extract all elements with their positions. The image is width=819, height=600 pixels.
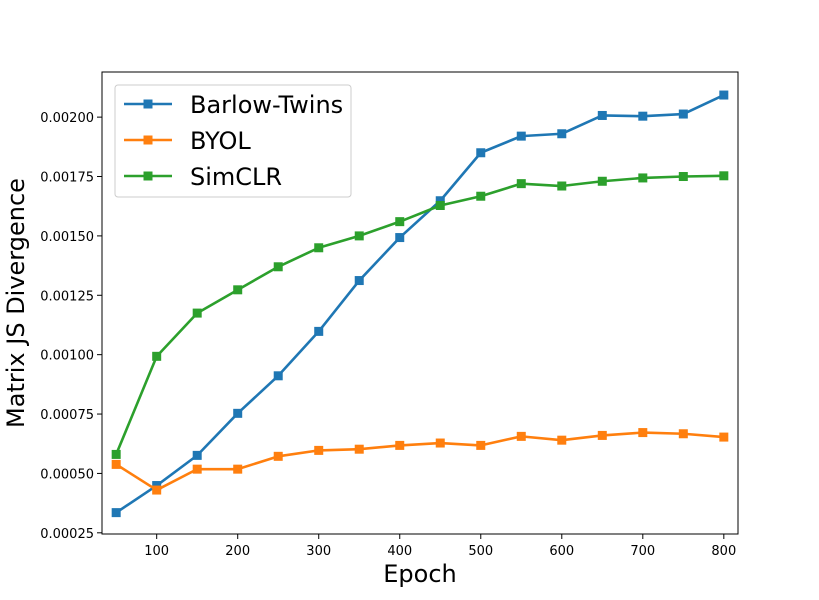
legend-item-byol: BYOL bbox=[124, 127, 251, 155]
data-point-byol bbox=[435, 438, 445, 448]
x-tick-label: 700 bbox=[630, 544, 655, 559]
x-tick-label: 800 bbox=[711, 544, 736, 559]
data-point-byol bbox=[557, 435, 567, 445]
data-point-byol bbox=[314, 445, 324, 455]
x-tick-label: 300 bbox=[306, 544, 331, 559]
legend: Barlow-Twins BYOL SimCLR bbox=[114, 84, 352, 198]
x-tick-label: 500 bbox=[468, 544, 493, 559]
x-tick-label: 100 bbox=[144, 544, 169, 559]
y-tick-label: 0.00025 bbox=[40, 527, 94, 542]
y-tick-label: 0.00175 bbox=[40, 171, 94, 186]
data-point-byol bbox=[233, 464, 243, 474]
data-point-barlow-twins bbox=[476, 148, 486, 158]
y-tick-label: 0.00125 bbox=[40, 289, 94, 304]
data-point-simclr bbox=[678, 172, 688, 182]
legend-label-simclr: SimCLR bbox=[190, 163, 282, 191]
data-point-simclr bbox=[314, 243, 324, 253]
plot-frame bbox=[101, 71, 739, 535]
data-point-simclr bbox=[192, 308, 202, 318]
data-point-simclr bbox=[435, 200, 445, 210]
y-tick-label: 0.00075 bbox=[40, 408, 94, 423]
data-point-simclr bbox=[233, 285, 243, 295]
data-point-simclr bbox=[152, 351, 162, 361]
data-point-barlow-twins bbox=[516, 131, 526, 141]
x-tick-label: 200 bbox=[225, 544, 250, 559]
x-tick-label: 400 bbox=[387, 544, 412, 559]
data-point-barlow-twins bbox=[597, 110, 607, 120]
y-axis-title: Matrix JS Divergence bbox=[2, 178, 30, 428]
data-point-barlow-twins bbox=[233, 408, 243, 418]
data-point-simclr bbox=[516, 179, 526, 189]
data-point-byol bbox=[354, 444, 364, 454]
data-point-byol bbox=[111, 459, 121, 469]
legend-box bbox=[114, 84, 352, 198]
data-point-barlow-twins bbox=[435, 196, 445, 206]
data-point-barlow-twins bbox=[678, 109, 688, 119]
y-tick-label: 0.00200 bbox=[40, 111, 94, 126]
data-point-barlow-twins bbox=[192, 450, 202, 460]
series-barlow-twins bbox=[111, 90, 729, 518]
data-point-barlow-twins bbox=[152, 481, 162, 491]
data-point-byol bbox=[152, 485, 162, 495]
data-point-barlow-twins bbox=[354, 276, 364, 286]
data-point-simclr bbox=[719, 171, 729, 181]
series-byol bbox=[111, 428, 729, 495]
y-axis: 0.00025 0.00050 0.00075 0.00100 0.00125 0.001… bbox=[40, 111, 102, 542]
y-tick-label: 0.00100 bbox=[40, 349, 94, 364]
data-point-simclr bbox=[638, 173, 648, 183]
data-point-barlow-twins bbox=[111, 508, 121, 518]
y-tick-label: 0.00150 bbox=[40, 230, 94, 245]
legend-label-barlow-twins: Barlow-Twins bbox=[190, 91, 343, 119]
data-point-barlow-twins bbox=[273, 371, 283, 381]
data-point-byol bbox=[638, 428, 648, 438]
legend-item-simclr: SimCLR bbox=[124, 163, 282, 191]
legend-marker-byol bbox=[143, 135, 153, 145]
data-point-simclr bbox=[597, 176, 607, 186]
data-point-byol bbox=[273, 451, 283, 461]
data-point-barlow-twins bbox=[557, 129, 567, 139]
data-point-barlow-twins bbox=[719, 90, 729, 100]
data-point-byol bbox=[395, 440, 405, 450]
legend-marker-simclr bbox=[143, 171, 153, 181]
data-point-barlow-twins bbox=[395, 233, 405, 243]
series-line-byol bbox=[114, 431, 726, 492]
y-tick-label: 0.00050 bbox=[40, 467, 94, 482]
data-point-simclr bbox=[476, 191, 486, 201]
x-axis-title: Epoch bbox=[383, 560, 457, 588]
x-axis: 100 200 300 400 500 600 700 800 bbox=[144, 534, 736, 559]
data-point-byol bbox=[476, 440, 486, 450]
x-tick-label: 600 bbox=[549, 544, 574, 559]
legend-item-barlow-twins: Barlow-Twins bbox=[124, 91, 343, 119]
series-simclr bbox=[111, 171, 729, 459]
legend-marker-barlow-twins bbox=[143, 99, 153, 109]
data-point-byol bbox=[597, 430, 607, 440]
data-point-byol bbox=[516, 431, 526, 441]
data-point-simclr bbox=[273, 262, 283, 272]
data-point-simclr bbox=[395, 217, 405, 227]
data-point-byol bbox=[678, 429, 688, 439]
data-point-simclr bbox=[354, 231, 364, 241]
series-line-simclr bbox=[114, 174, 726, 456]
data-point-simclr bbox=[557, 181, 567, 191]
series-line-barlow-twins bbox=[114, 93, 726, 514]
data-point-barlow-twins bbox=[638, 111, 648, 121]
data-point-barlow-twins bbox=[314, 326, 324, 336]
data-point-simclr bbox=[111, 449, 121, 459]
legend-label-byol: BYOL bbox=[190, 127, 251, 155]
series-layer bbox=[111, 90, 729, 518]
data-point-byol bbox=[719, 432, 729, 442]
data-point-byol bbox=[192, 464, 202, 474]
